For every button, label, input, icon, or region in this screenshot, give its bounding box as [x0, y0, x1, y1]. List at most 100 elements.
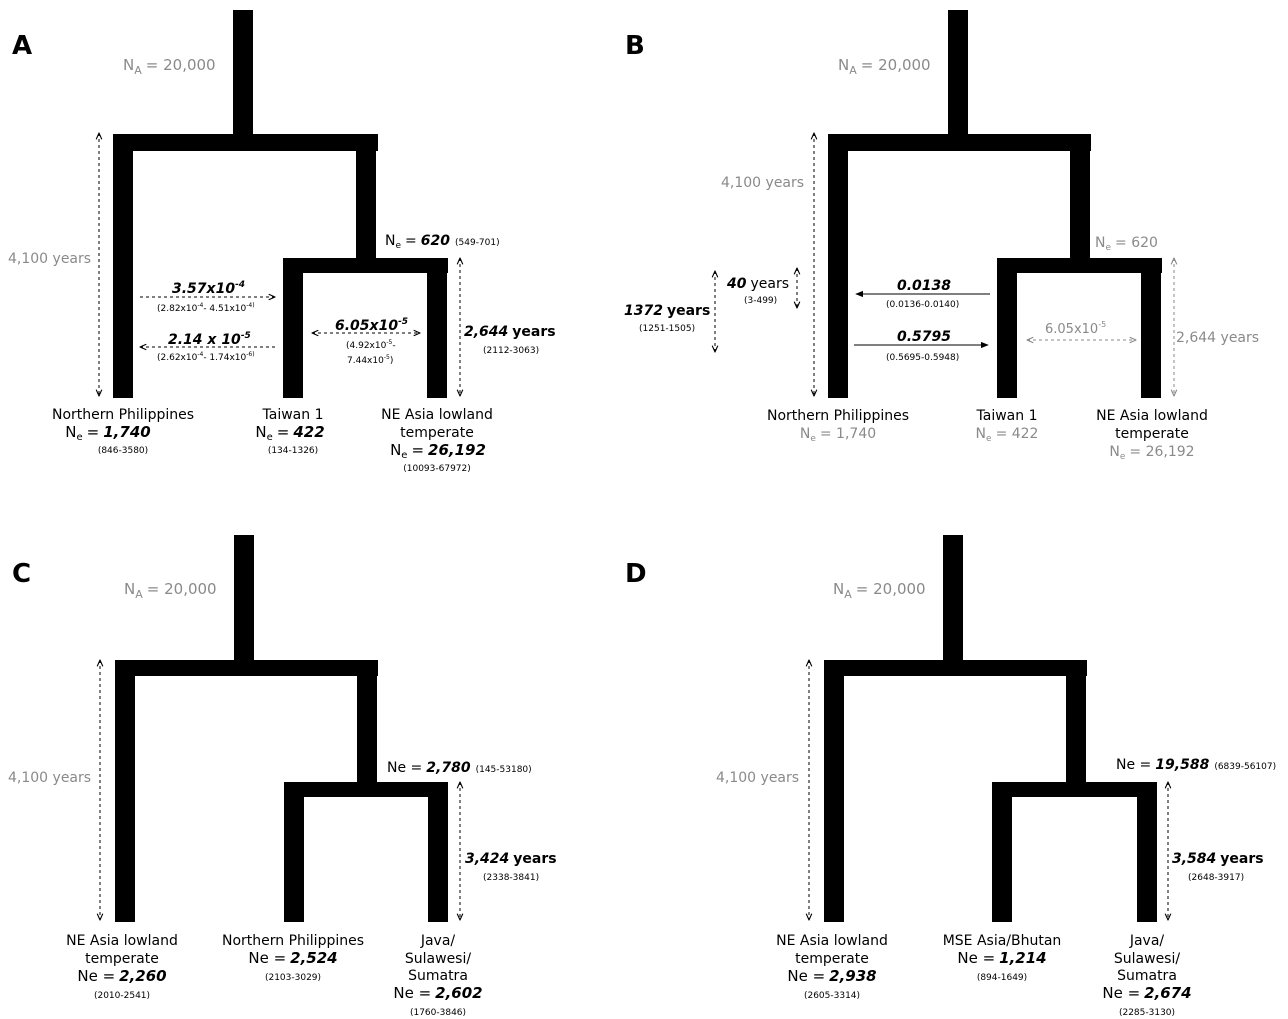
panel-a: A NA = 20,000 4,100 years Ne = 620 (549-701)…	[8, 10, 556, 474]
panel-a-migration-1: 3.57x10-4	[172, 280, 245, 297]
svg-text:Taiwan 1: Taiwan 1	[976, 408, 1038, 424]
svg-text:NE Asia lowland: NE Asia lowland	[776, 933, 888, 949]
panel-a-migration-3: 6.05x10-5	[335, 317, 408, 334]
svg-text:Ne =1,214: Ne = 1,214	[957, 949, 1046, 967]
panel-d-recent-time-ci: (2648-3917)	[1188, 873, 1244, 883]
panel-b-pulse-1372: 1372 years	[624, 303, 710, 319]
panel-a-recent-time-ci: (2112-3063)	[483, 346, 539, 356]
svg-text:Ne=1,740: Ne = 1,740	[65, 423, 150, 443]
panel-b-node-ne: Ne = 620	[1095, 235, 1158, 253]
svg-text:(2285-3130): (2285-3130)	[1119, 1008, 1175, 1018]
svg-text:Ne=422: Ne = 422	[255, 423, 324, 443]
panel-c-leaf-northern-philippines: Northern Philippines Ne = 2,524 (2103-302…	[222, 933, 364, 983]
svg-text:Sulawesi/: Sulawesi/	[405, 951, 471, 967]
svg-text:Ne =2,524: Ne = 2,524	[248, 949, 337, 967]
svg-text:temperate: temperate	[1115, 426, 1189, 442]
svg-text:Ne =2,602: Ne = 2,602	[393, 984, 482, 1002]
panel-c-ancestral-ne: NA = 20,000	[124, 580, 217, 601]
svg-text:(10093-67972): (10093-67972)	[403, 464, 471, 474]
svg-text:Ne= 422: Ne = 422	[976, 426, 1039, 444]
panel-a-migration-3-ci-line1: (4.92x10-5-	[346, 339, 396, 351]
panel-d-letter: D	[625, 559, 647, 589]
panel-a-leaf-northern-philippines: Northern Philippines Ne = 1,740 (846-3580)	[52, 407, 194, 456]
svg-text:Ne= 1,740: Ne = 1,740	[800, 426, 876, 444]
panel-b-admix-1-ci: (0.0136-0.0140)	[886, 300, 959, 310]
svg-text:Ne =2,260: Ne = 2,260	[77, 967, 166, 985]
svg-text:Taiwan 1: Taiwan 1	[262, 407, 324, 423]
panel-b-letter: B	[625, 31, 645, 61]
panel-b-pulse-40: 40 years	[726, 276, 789, 292]
svg-text:Java/: Java/	[1129, 933, 1165, 949]
svg-text:(1760-3846): (1760-3846)	[410, 1008, 466, 1018]
panel-d-node-ne: Ne = 19,588 (6839-56107)	[1116, 757, 1276, 773]
panel-a-node-ne: Ne = 620 (549-701)	[385, 233, 500, 251]
panel-b-leaf-taiwan-1: Taiwan 1 Ne = 422	[976, 408, 1039, 444]
panel-d-leaf-mse-asia-bhutan: MSE Asia/Bhutan Ne = 1,214 (894-1649)	[943, 933, 1062, 983]
svg-text:NE Asia lowland: NE Asia lowland	[66, 933, 178, 949]
panel-b-pulse-40-ci: (3-499)	[744, 296, 777, 306]
panel-d-tree	[824, 535, 1157, 922]
panel-c: C NA = 20,000 4,100 years Ne = 2,780 (145-5…	[8, 535, 557, 1018]
panel-b-pulse-1372-ci: (1251-1505)	[639, 324, 695, 334]
svg-text:(134-1326): (134-1326)	[268, 446, 318, 456]
panel-c-letter: C	[12, 559, 31, 589]
panel-c-split-time: 4,100 years	[8, 770, 91, 786]
svg-text:temperate: temperate	[400, 425, 474, 441]
panel-a-recent-time: 2,644 years	[464, 324, 556, 340]
panel-d-ancestral-ne: NA = 20,000	[833, 580, 926, 601]
svg-text:Northern Philippines: Northern Philippines	[222, 933, 364, 949]
panel-a-migration-2-ci: (2.62x10-4- 1.74x10-6)	[157, 351, 255, 363]
svg-text:(2605-3314): (2605-3314)	[804, 991, 860, 1001]
panel-a-leaf-ne-asia: NE Asia lowland temperate Ne = 26,192 (100…	[381, 407, 493, 474]
panel-c-leaf-ne-asia: NE Asia lowland temperate Ne = 2,260 (201…	[66, 933, 178, 1001]
svg-text:(846-3580): (846-3580)	[98, 446, 148, 456]
panel-a-letter: A	[12, 31, 32, 61]
svg-text:Northern Philippines: Northern Philippines	[52, 407, 194, 423]
svg-text:NE Asia lowland: NE Asia lowland	[381, 407, 493, 423]
panel-d-split-time: 4,100 years	[716, 770, 799, 786]
panel-c-node-ne: Ne = 2,780 (145-53180)	[387, 760, 532, 776]
panel-c-tree	[115, 535, 448, 922]
panel-b-recent-time: 2,644 years	[1176, 330, 1259, 346]
panel-a-split-time: 4,100 years	[8, 251, 91, 267]
panel-d-recent-time: 3,584 years	[1172, 851, 1264, 867]
panel-b-leaf-northern-philippines: Northern Philippines Ne = 1,740	[767, 408, 909, 444]
svg-text:Ne =2,938: Ne = 2,938	[787, 967, 876, 985]
svg-text:(894-1649): (894-1649)	[977, 973, 1027, 983]
svg-text:Sumatra: Sumatra	[1117, 968, 1177, 984]
panel-b-split-time: 4,100 years	[721, 175, 804, 191]
panel-a-migration-2: 2.14 x 10-5	[168, 331, 251, 348]
panel-d-leaf-ne-asia: NE Asia lowland temperate Ne = 2,938 (260…	[776, 933, 888, 1001]
panel-a-migration-1-ci: (2.82x10-4- 4.51x10-4)	[157, 302, 255, 314]
svg-text:temperate: temperate	[795, 951, 869, 967]
panel-a-tree	[113, 10, 448, 398]
panel-b-leaf-ne-asia: NE Asia lowland temperate Ne = 26,192	[1096, 408, 1208, 462]
panel-a-ancestral-ne: NA = 20,000	[123, 56, 216, 77]
svg-text:(2103-3029): (2103-3029)	[265, 973, 321, 983]
svg-text:temperate: temperate	[85, 951, 159, 967]
panel-c-leaf-java-sulawesi-sumatra: Java/ Sulawesi/ Sumatra Ne = 2,602 (1760-…	[393, 933, 482, 1018]
panel-d: D NA = 20,000 4,100 years Ne = 19,588 (6839…	[625, 535, 1276, 1018]
svg-text:(2010-2541): (2010-2541)	[94, 991, 150, 1001]
svg-text:Sumatra: Sumatra	[408, 968, 468, 984]
svg-text:NE Asia lowland: NE Asia lowland	[1096, 408, 1208, 424]
panel-b-admix-2-ci: (0.5695-0.5948)	[886, 353, 959, 363]
svg-text:Java/: Java/	[420, 933, 456, 949]
panel-a-leaf-taiwan-1: Taiwan 1 Ne = 422 (134-1326)	[255, 407, 324, 456]
panel-b-migration-gray: 6.05x10-5	[1045, 320, 1106, 337]
panel-b-admix-2: 0.5795	[897, 329, 951, 345]
panel-b-ancestral-ne: NA = 20,000	[838, 56, 931, 77]
svg-text:MSE Asia/Bhutan: MSE Asia/Bhutan	[943, 933, 1062, 949]
svg-text:Sulawesi/: Sulawesi/	[1114, 951, 1180, 967]
svg-text:Ne =2,674: Ne = 2,674	[1102, 984, 1191, 1002]
panel-c-recent-time-ci: (2338-3841)	[483, 873, 539, 883]
panel-b: B NA = 20,000 4,100 years Ne = 620 2,644 y…	[624, 10, 1259, 462]
panel-c-recent-time: 3,424 years	[465, 851, 557, 867]
svg-text:Ne=26,192: Ne = 26,192	[390, 441, 486, 461]
svg-text:Ne= 26,192: Ne = 26,192	[1109, 444, 1194, 462]
panel-b-admix-1: 0.0138	[897, 278, 951, 294]
svg-text:Northern Philippines: Northern Philippines	[767, 408, 909, 424]
panel-d-leaf-java-sulawesi-sumatra: Java/ Sulawesi/ Sumatra Ne = 2,674 (2285-…	[1102, 933, 1191, 1018]
panel-a-migration-3-ci-line2: 7.44x10-5)	[347, 354, 393, 366]
